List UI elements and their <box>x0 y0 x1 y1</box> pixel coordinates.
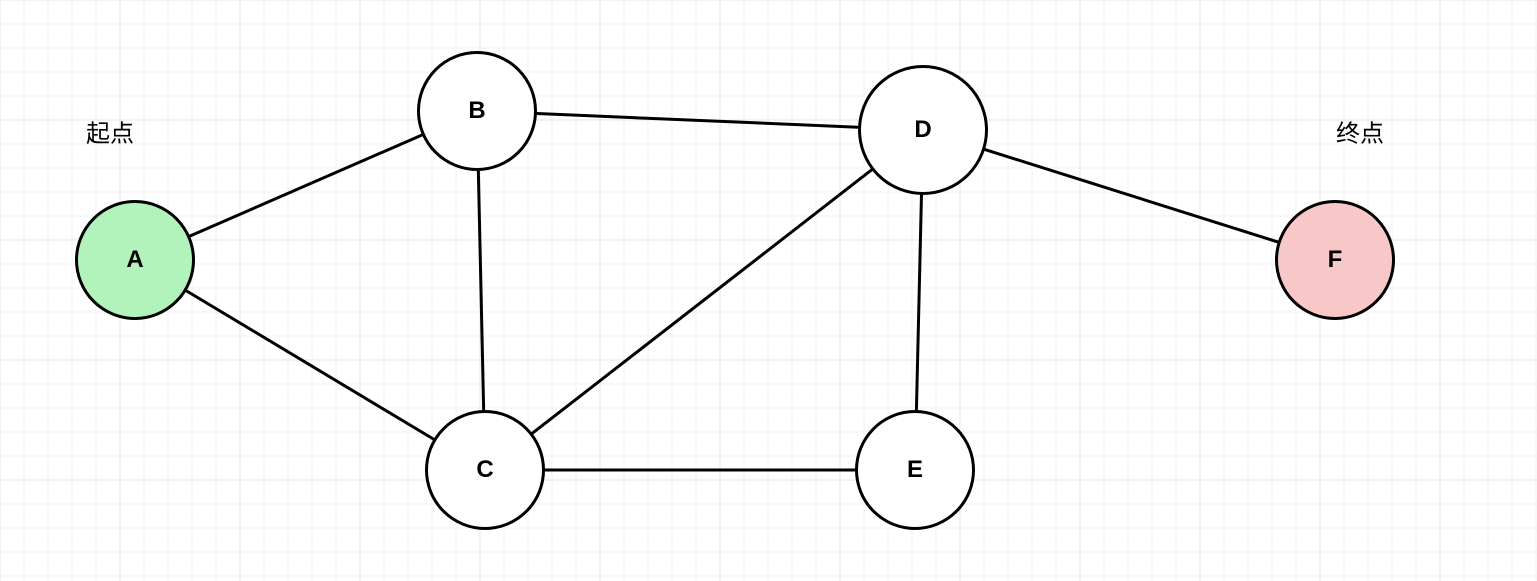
start-label: 起点 <box>86 114 134 149</box>
node-E: E <box>855 410 975 530</box>
node-label-F: F <box>1328 246 1343 274</box>
node-C: C <box>425 410 545 530</box>
edge-D-F <box>985 150 1278 242</box>
node-label-E: E <box>907 456 923 484</box>
node-label-B: B <box>468 97 485 125</box>
node-label-C: C <box>476 456 493 484</box>
node-label-A: A <box>126 246 143 274</box>
edge-B-D <box>537 114 858 128</box>
node-B: B <box>417 51 537 171</box>
edge-A-B <box>190 135 422 236</box>
edge-C-D <box>532 170 871 433</box>
edge-D-E <box>916 195 921 410</box>
node-F: F <box>1275 200 1395 320</box>
end-label: 终点 <box>1336 114 1384 149</box>
node-label-D: D <box>914 116 931 144</box>
node-D: D <box>858 65 988 195</box>
edge-B-C <box>478 171 483 410</box>
diagram-canvas: A B C D E F 起点 终点 <box>0 0 1537 581</box>
node-A: A <box>75 200 195 320</box>
edge-A-C <box>186 291 433 439</box>
